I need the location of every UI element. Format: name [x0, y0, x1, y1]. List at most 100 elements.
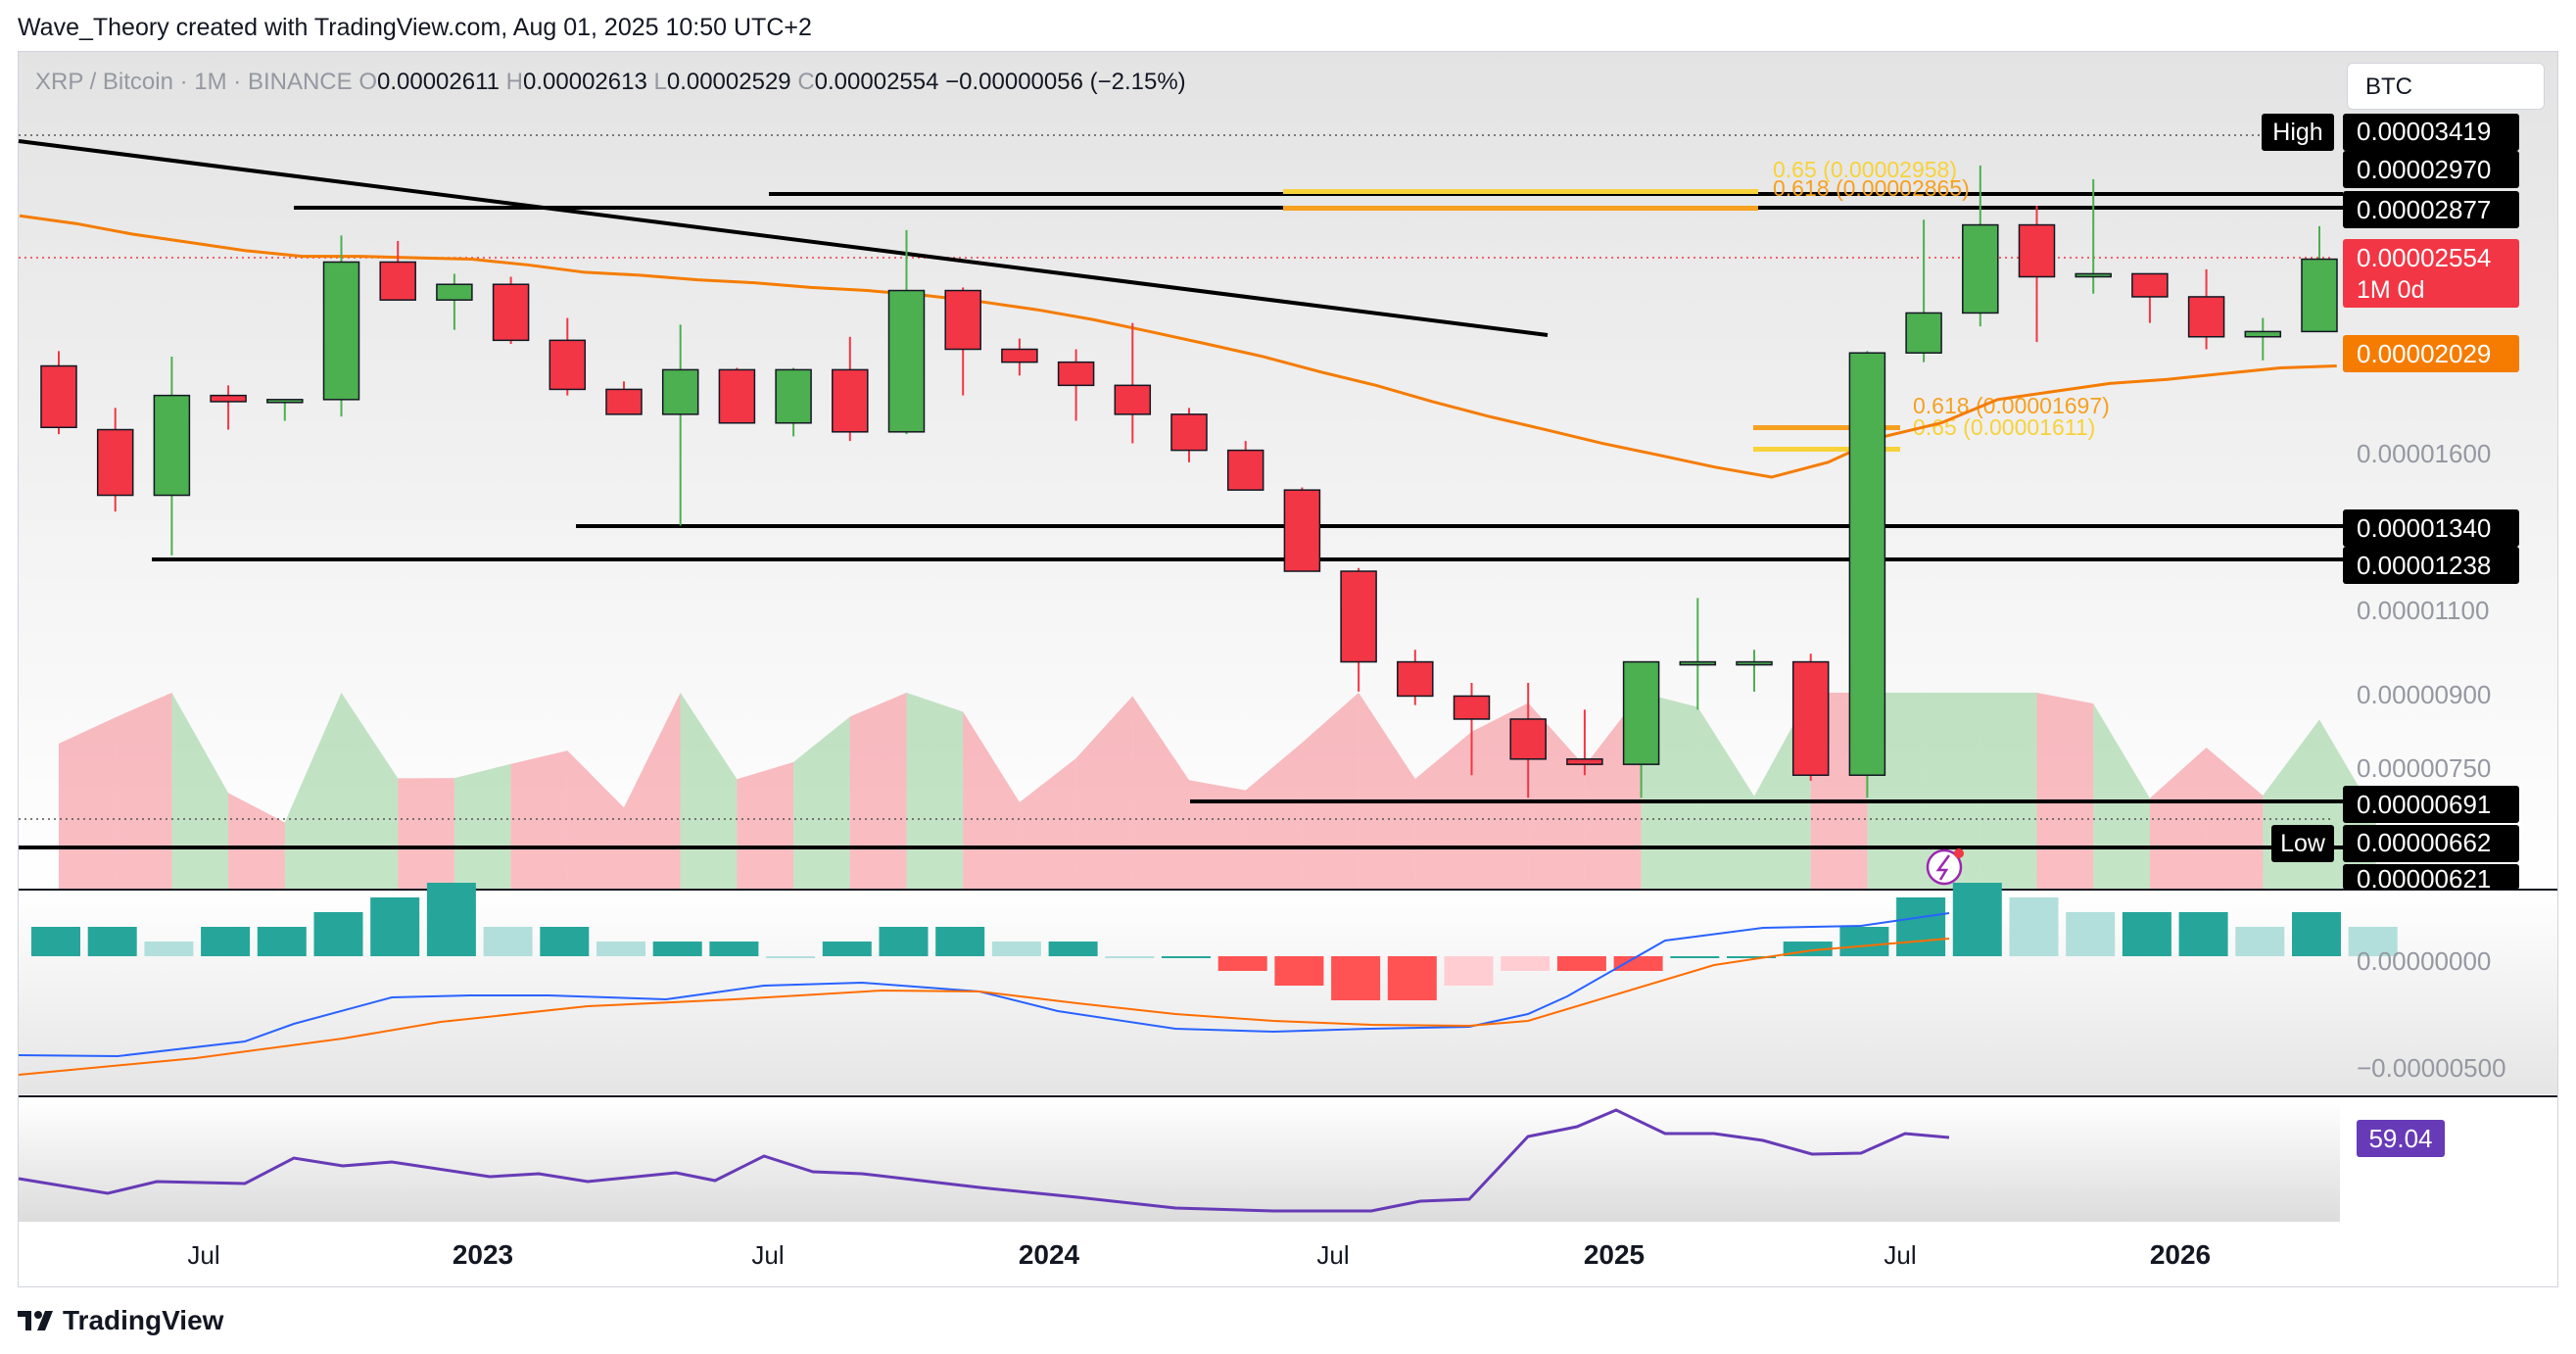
- candle-body[interactable]: [1226, 449, 1264, 491]
- candle-body[interactable]: [1453, 695, 1491, 720]
- candle[interactable]: [2075, 178, 2112, 294]
- candle-body[interactable]: [605, 388, 643, 415]
- candles-group[interactable]: [40, 165, 2395, 798]
- candle[interactable]: [1905, 219, 1942, 363]
- footer-brand[interactable]: TradingView: [18, 1305, 223, 1336]
- candle[interactable]: [887, 229, 926, 435]
- candle-body[interactable]: [832, 368, 869, 433]
- candle[interactable]: [1283, 487, 1321, 572]
- candle-body[interactable]: [96, 428, 134, 497]
- candle[interactable]: [1566, 709, 1603, 776]
- candle[interactable]: [210, 385, 247, 430]
- candle-body[interactable]: [661, 368, 699, 415]
- candle-body[interactable]: [1170, 413, 1208, 452]
- candle[interactable]: [266, 399, 304, 421]
- candle[interactable]: [1057, 349, 1095, 421]
- candle[interactable]: [1509, 683, 1547, 798]
- symbol-name[interactable]: XRP / Bitcoin · 1M · BINANCE: [35, 69, 353, 95]
- candle-body[interactable]: [2075, 272, 2112, 278]
- candle[interactable]: [1848, 351, 1886, 798]
- candle-body[interactable]: [1340, 570, 1377, 663]
- candle-body[interactable]: [1397, 660, 1434, 698]
- candle[interactable]: [1622, 660, 1660, 798]
- candle-body[interactable]: [1962, 223, 1999, 314]
- candle-body[interactable]: [1791, 660, 1830, 776]
- candle-body[interactable]: [1057, 361, 1095, 387]
- candle-body[interactable]: [492, 283, 530, 342]
- candle[interactable]: [2018, 205, 2056, 343]
- alert-icon-ring[interactable]: [1926, 848, 1963, 886]
- candle[interactable]: [1170, 408, 1208, 462]
- descending-trendline[interactable]: [18, 139, 1549, 337]
- ema-line[interactable]: [19, 214, 2337, 479]
- candle[interactable]: [1226, 441, 1264, 491]
- candle[interactable]: [2301, 225, 2338, 333]
- candle-body[interactable]: [436, 283, 473, 301]
- candle-body[interactable]: [549, 339, 587, 391]
- fib-upper-band-b[interactable]: [1283, 206, 1758, 211]
- candle[interactable]: [1114, 322, 1152, 444]
- candle[interactable]: [1340, 567, 1377, 692]
- candle-body[interactable]: [2131, 272, 2169, 298]
- candle[interactable]: [2131, 272, 2169, 323]
- fib-lower-band-a[interactable]: [1753, 425, 1900, 430]
- candle[interactable]: [492, 276, 530, 344]
- candle-body[interactable]: [40, 364, 77, 428]
- candle[interactable]: [379, 240, 416, 301]
- candle-body[interactable]: [2018, 223, 2056, 278]
- candle-body[interactable]: [153, 394, 191, 497]
- candle-body[interactable]: [2187, 296, 2225, 338]
- candle-body[interactable]: [1736, 660, 1773, 666]
- currency-selector[interactable]: BTC: [2347, 63, 2545, 110]
- symbol-legend[interactable]: XRP / Bitcoin · 1M · BINANCE O0.00002611…: [35, 69, 1186, 96]
- candle[interactable]: [549, 317, 587, 396]
- candle-body[interactable]: [887, 289, 926, 433]
- candle[interactable]: [775, 367, 812, 437]
- candle[interactable]: [718, 367, 756, 424]
- candle-body[interactable]: [379, 261, 416, 301]
- candle-body[interactable]: [944, 289, 981, 351]
- price-axis[interactable]: High 0.00003419 0.00002970 0.00002877 0.…: [2262, 114, 2519, 1157]
- time-axis[interactable]: Jul 2023 Jul 2024 Jul 2025 Jul 2026: [187, 1239, 2211, 1270]
- candle[interactable]: [322, 235, 360, 417]
- candle-body[interactable]: [1114, 384, 1152, 415]
- candle-body[interactable]: [1679, 660, 1717, 666]
- candle[interactable]: [1679, 598, 1717, 710]
- candle-body[interactable]: [2301, 258, 2338, 333]
- candle[interactable]: [1397, 650, 1434, 705]
- candle-body[interactable]: [718, 368, 756, 424]
- candle[interactable]: [96, 408, 134, 512]
- fib-upper-band-a[interactable]: [1283, 189, 1758, 194]
- candle-body[interactable]: [1509, 718, 1547, 760]
- fib-zone-upper[interactable]: 0.65 (0.00002958) 0.618 (0.00002865): [1283, 157, 1970, 211]
- candle[interactable]: [1453, 683, 1491, 776]
- candle[interactable]: [661, 324, 699, 526]
- candle[interactable]: [605, 381, 643, 415]
- candle[interactable]: [1736, 650, 1773, 692]
- candle[interactable]: [40, 351, 77, 435]
- candle-body[interactable]: [210, 394, 247, 403]
- candle[interactable]: [1001, 338, 1038, 376]
- candle[interactable]: [1791, 653, 1830, 781]
- candle-body[interactable]: [2244, 330, 2282, 338]
- candle-body[interactable]: [1848, 352, 1886, 776]
- candle[interactable]: [944, 287, 981, 396]
- candle-body[interactable]: [266, 399, 304, 404]
- candle-body[interactable]: [1566, 758, 1603, 765]
- candle[interactable]: [153, 356, 191, 556]
- candle-body[interactable]: [1905, 312, 1942, 354]
- candle-body[interactable]: [1283, 489, 1321, 572]
- candle-body[interactable]: [322, 261, 360, 401]
- candle-body[interactable]: [1001, 348, 1038, 363]
- time-label: Jul: [1316, 1240, 1349, 1270]
- candle-body[interactable]: [1622, 660, 1660, 765]
- fib-lower-band-b[interactable]: [1753, 447, 1900, 452]
- candle[interactable]: [436, 273, 473, 330]
- candle[interactable]: [2187, 268, 2225, 350]
- candle[interactable]: [2244, 317, 2282, 361]
- candle[interactable]: [832, 336, 869, 442]
- alert-icon[interactable]: [1926, 848, 1964, 886]
- candle[interactable]: [1962, 165, 1999, 327]
- candle-body[interactable]: [775, 368, 812, 424]
